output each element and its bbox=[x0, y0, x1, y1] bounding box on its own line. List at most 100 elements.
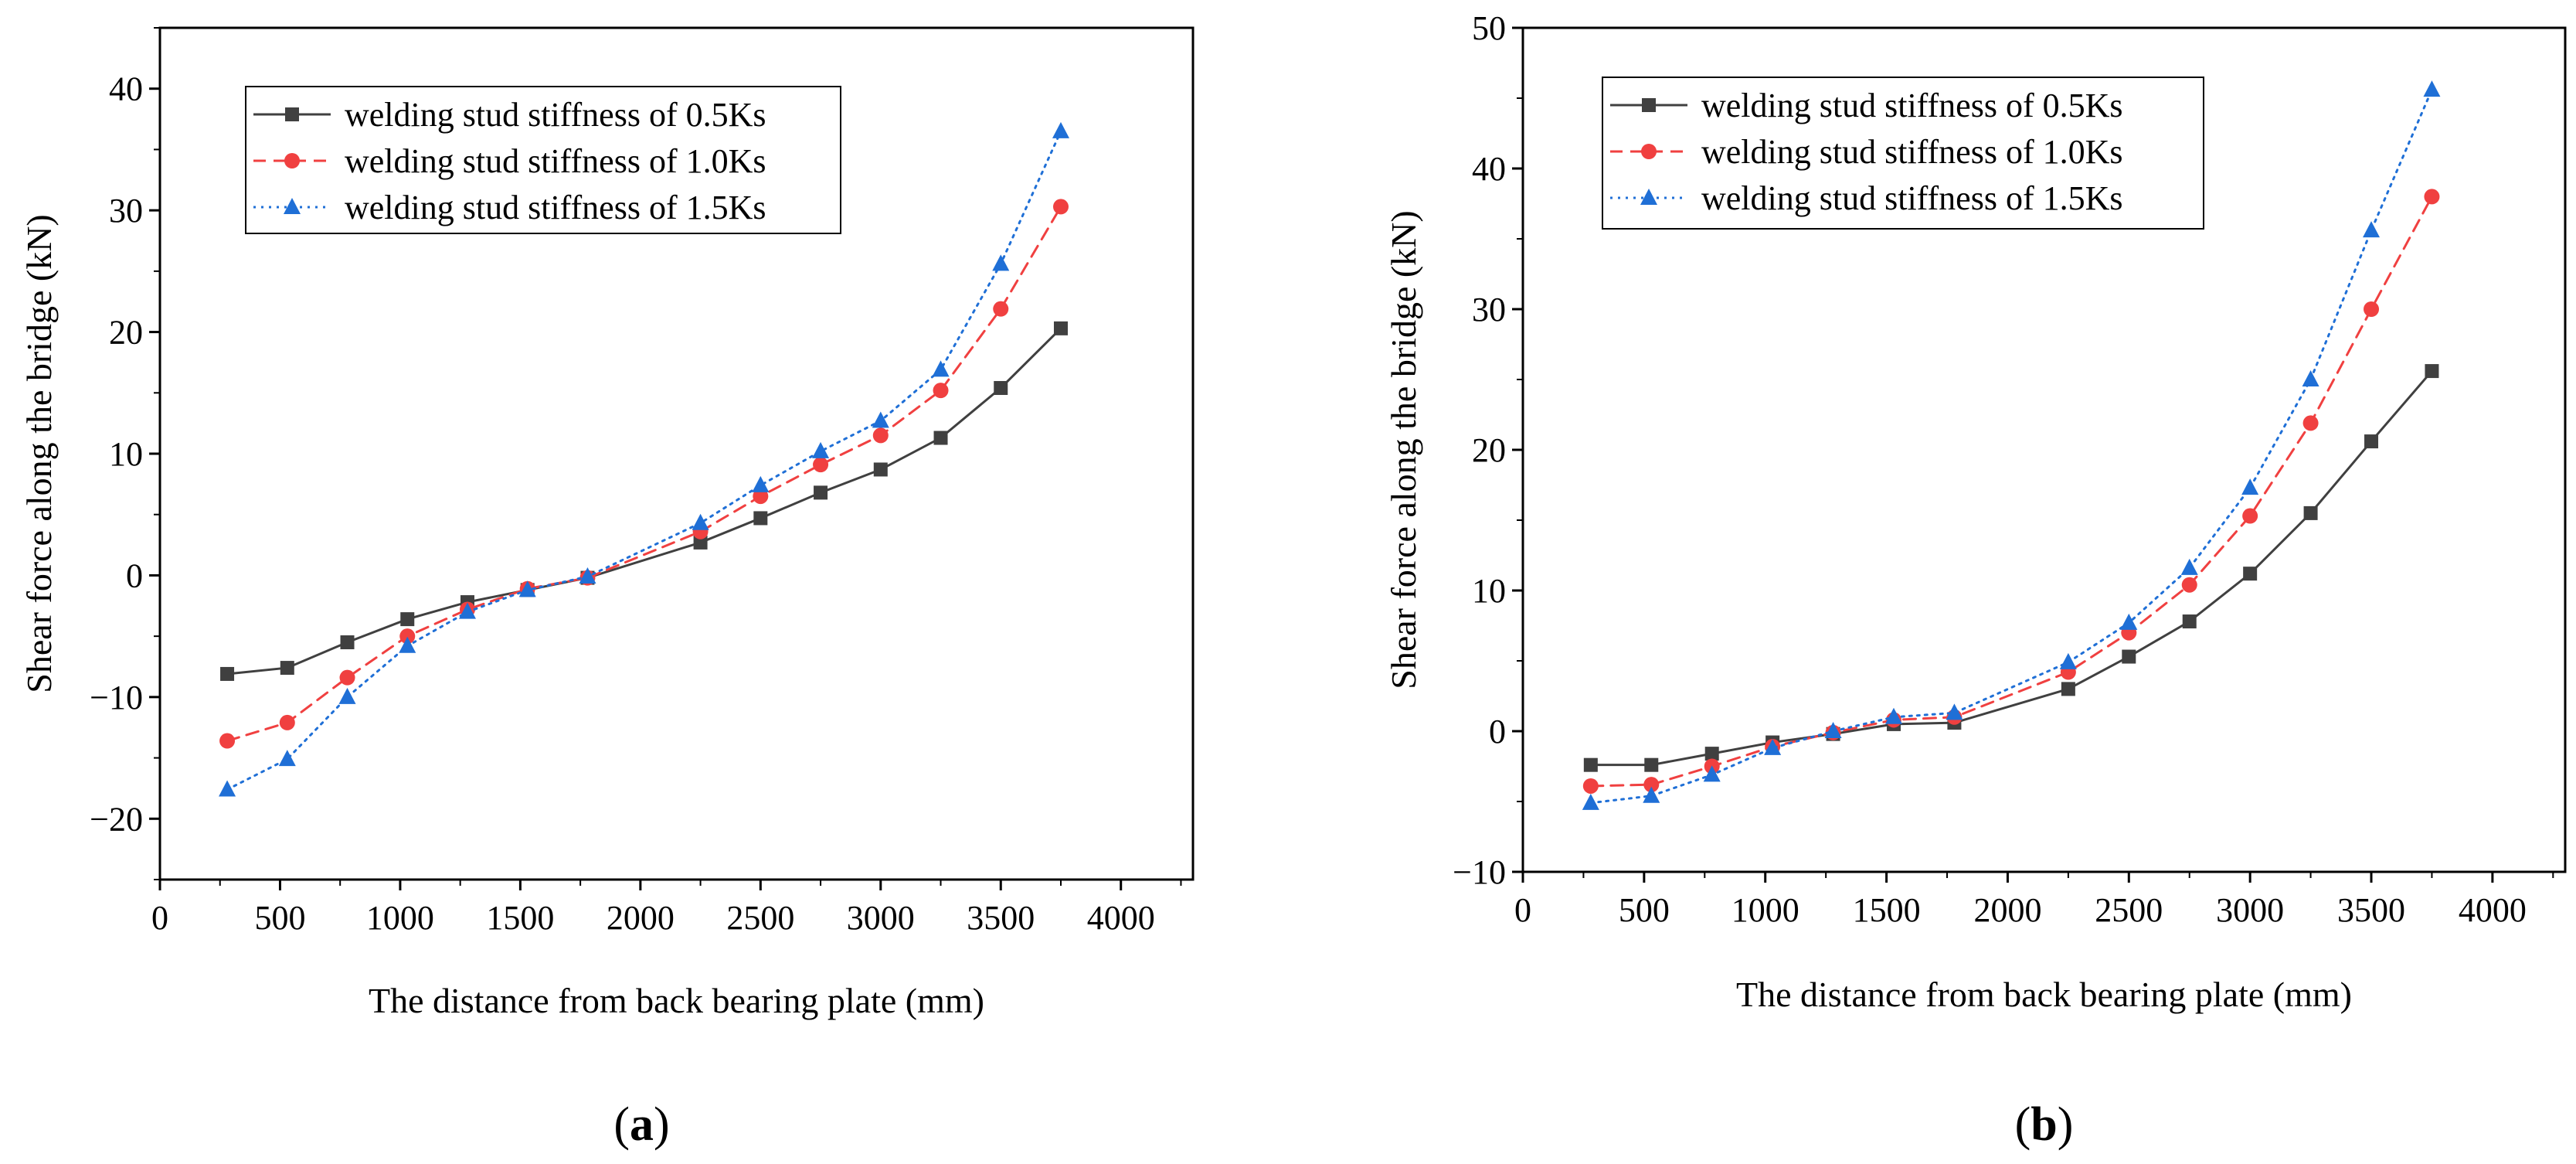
x-tick-label: 500 bbox=[1619, 891, 1670, 929]
x-tick-label: 500 bbox=[254, 899, 305, 937]
data-point-triangle bbox=[932, 360, 950, 377]
data-point-square bbox=[693, 535, 708, 550]
y-tick-label: 40 bbox=[109, 70, 143, 108]
y-tick-label: 0 bbox=[1489, 713, 1506, 750]
x-tick-label: 0 bbox=[151, 899, 168, 937]
data-point-circle bbox=[933, 383, 949, 399]
data-point-square bbox=[2122, 649, 2136, 664]
data-point-square bbox=[873, 462, 888, 477]
legend-label: welding stud stiffness of 0.5Ks bbox=[345, 96, 766, 134]
data-point-triangle bbox=[2120, 613, 2138, 630]
y-tick-label: 30 bbox=[1472, 291, 1506, 328]
x-tick-label: 3500 bbox=[967, 899, 1035, 937]
x-tick-label: 4000 bbox=[1087, 899, 1155, 937]
data-point-square bbox=[2425, 364, 2439, 379]
data-point-square bbox=[1583, 757, 1598, 772]
data-point-circle bbox=[813, 457, 829, 473]
series-3 bbox=[1582, 80, 2441, 810]
data-point-square bbox=[753, 511, 768, 526]
legend-item: welding stud stiffness of 1.0Ks bbox=[1610, 133, 2123, 171]
data-point-circle bbox=[2242, 508, 2258, 524]
data-point-circle bbox=[219, 733, 236, 749]
series-2 bbox=[219, 199, 1069, 749]
legend-label: welding stud stiffness of 1.0Ks bbox=[345, 142, 766, 180]
x-axis-title: The distance from back bearing plate (mm… bbox=[1736, 975, 2352, 1014]
data-point-square bbox=[1644, 757, 1659, 772]
data-point-square bbox=[400, 612, 415, 627]
x-tick-label: 1000 bbox=[1731, 891, 1799, 929]
data-point-triangle bbox=[2423, 80, 2441, 97]
data-point-triangle bbox=[2241, 478, 2259, 495]
x-tick-label: 2500 bbox=[2095, 891, 2163, 929]
x-tick-label: 3000 bbox=[847, 899, 915, 937]
data-point-triangle bbox=[1824, 722, 1842, 738]
data-point-triangle bbox=[992, 254, 1010, 271]
data-point-square bbox=[280, 661, 294, 676]
series-2 bbox=[1582, 189, 2440, 794]
legend-item: welding stud stiffness of 1.0Ks bbox=[253, 142, 766, 180]
data-point-triangle bbox=[872, 411, 889, 428]
series-line bbox=[226, 205, 1062, 743]
x-tick-label: 0 bbox=[1514, 891, 1531, 929]
chart-panel-a: 0 500 1000 1500 2000 2500 3000 3500 4000 −20 −10 0 1… bbox=[19, 26, 1195, 1151]
data-point-triangle bbox=[2302, 370, 2319, 386]
series-line bbox=[226, 327, 1062, 676]
data-point-triangle bbox=[338, 687, 356, 704]
data-point-square bbox=[1642, 98, 1656, 112]
y-tick-label: 20 bbox=[1472, 431, 1506, 469]
data-point-triangle bbox=[399, 636, 416, 653]
data-point-circle bbox=[284, 153, 300, 168]
y-tick-label: −10 bbox=[1453, 853, 1506, 891]
data-point-circle bbox=[1052, 199, 1069, 215]
data-point-square bbox=[994, 380, 1008, 395]
y-tick-label: −20 bbox=[90, 800, 143, 838]
legend-label: welding stud stiffness of 0.5Ks bbox=[1701, 87, 2123, 124]
series-line bbox=[1589, 195, 2433, 788]
data-point-triangle bbox=[1052, 121, 1069, 138]
x-tick-label: 3000 bbox=[2216, 891, 2284, 929]
legend-item: welding stud stiffness of 1.5Ks bbox=[253, 189, 766, 226]
data-point-square bbox=[285, 107, 299, 121]
data-point-triangle bbox=[1643, 786, 1660, 803]
y-axis-title: Shear force along the bridge (kN) bbox=[19, 214, 59, 693]
data-point-circle bbox=[1643, 777, 1660, 793]
data-point-square bbox=[2243, 567, 2258, 581]
data-point-triangle bbox=[2059, 652, 2077, 669]
data-point-square bbox=[1053, 321, 1068, 335]
legend: welding stud stiffness of 0.5Ks welding s… bbox=[245, 86, 841, 234]
y-tick-label: 10 bbox=[1472, 572, 1506, 610]
legend-box bbox=[1602, 77, 2204, 230]
data-point-triangle bbox=[1884, 707, 1902, 724]
legend-label: welding stud stiffness of 1.5Ks bbox=[1701, 179, 2123, 217]
y-tick-label: 50 bbox=[1472, 9, 1506, 47]
data-point-square bbox=[2364, 434, 2379, 449]
series-line bbox=[1589, 88, 2433, 805]
legend: welding stud stiffness of 0.5Ks welding s… bbox=[1602, 77, 2204, 230]
data-point-circle bbox=[399, 628, 416, 645]
data-point-triangle bbox=[2180, 558, 2198, 575]
data-point-circle bbox=[2302, 415, 2319, 431]
panel-label: (b) bbox=[2015, 1098, 2074, 1151]
data-point-circle bbox=[2364, 301, 2380, 317]
legend-item: welding stud stiffness of 1.5Ks bbox=[1610, 179, 2123, 217]
series-line bbox=[1589, 369, 2433, 767]
data-point-circle bbox=[2424, 189, 2440, 205]
x-tick-label: 4000 bbox=[2459, 891, 2527, 929]
data-point-circle bbox=[279, 714, 295, 730]
y-tick-label: 40 bbox=[1472, 150, 1506, 188]
data-point-circle bbox=[2181, 577, 2197, 593]
series-3 bbox=[219, 121, 1069, 797]
data-point-triangle bbox=[2363, 221, 2381, 238]
x-tick-label: 3500 bbox=[2337, 891, 2405, 929]
legend-label: welding stud stiffness of 1.5Ks bbox=[345, 189, 766, 226]
data-point-triangle bbox=[579, 567, 596, 584]
data-point-circle bbox=[753, 488, 769, 505]
data-point-triangle bbox=[1946, 703, 1963, 720]
legend-label: welding stud stiffness of 1.0Ks bbox=[1701, 133, 2123, 171]
x-tick-label: 1500 bbox=[1853, 891, 1921, 929]
data-point-triangle bbox=[1640, 189, 1657, 205]
y-tick-label: 0 bbox=[126, 556, 143, 594]
x-tick-label: 2500 bbox=[726, 899, 794, 937]
data-point-circle bbox=[872, 427, 889, 444]
